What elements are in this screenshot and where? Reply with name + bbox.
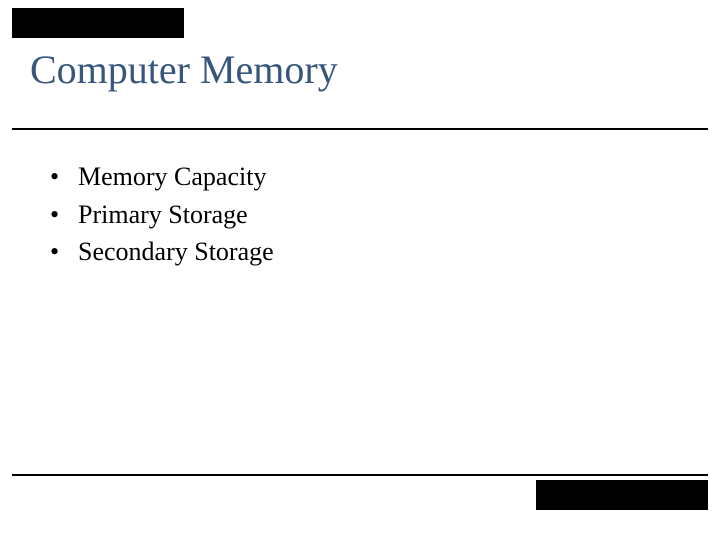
slide-title: Computer Memory — [30, 46, 338, 93]
bullet-list: Memory Capacity Primary Storage Secondar… — [50, 158, 274, 271]
bullet-item: Primary Storage — [50, 196, 274, 234]
bullet-text: Secondary Storage — [78, 237, 274, 266]
top-accent-bar — [12, 8, 184, 38]
divider-top — [12, 128, 708, 130]
bullet-text: Memory Capacity — [78, 162, 266, 191]
bullet-item: Memory Capacity — [50, 158, 274, 196]
divider-bottom — [12, 474, 708, 476]
bottom-accent-bar — [536, 480, 708, 510]
bullet-text: Primary Storage — [78, 200, 248, 229]
bullet-item: Secondary Storage — [50, 233, 274, 271]
